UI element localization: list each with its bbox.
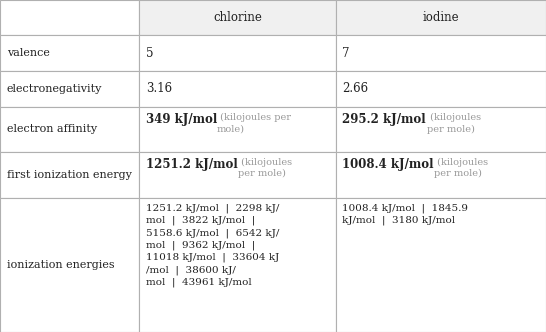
Bar xyxy=(139,71,336,107)
Bar xyxy=(336,35,546,71)
Bar xyxy=(139,0,336,35)
Bar xyxy=(0,35,139,71)
Text: 349 kJ/mol: 349 kJ/mol xyxy=(146,113,217,126)
Bar xyxy=(336,152,546,198)
Text: 295.2 kJ/mol: 295.2 kJ/mol xyxy=(342,113,426,126)
Text: iodine: iodine xyxy=(423,11,459,24)
Bar xyxy=(336,107,546,152)
Bar xyxy=(139,107,336,152)
Text: 2.66: 2.66 xyxy=(342,82,369,96)
Bar xyxy=(0,152,139,198)
Text: 1008.4 kJ/mol  |  1845.9
kJ/mol  |  3180 kJ/mol: 1008.4 kJ/mol | 1845.9 kJ/mol | 3180 kJ/… xyxy=(342,204,468,225)
Text: (kilojoules
per mole): (kilojoules per mole) xyxy=(435,158,489,178)
Bar xyxy=(0,71,139,107)
Text: chlorine: chlorine xyxy=(213,11,262,24)
Text: electron affinity: electron affinity xyxy=(7,124,97,134)
Bar xyxy=(336,71,546,107)
Bar xyxy=(336,198,546,332)
Bar xyxy=(0,0,139,35)
Text: (kilojoules per
mole): (kilojoules per mole) xyxy=(217,113,290,133)
Bar xyxy=(139,152,336,198)
Text: 3.16: 3.16 xyxy=(146,82,172,96)
Text: 1251.2 kJ/mol: 1251.2 kJ/mol xyxy=(146,158,238,171)
Text: ionization energies: ionization energies xyxy=(7,260,114,270)
Bar xyxy=(0,107,139,152)
Text: electronegativity: electronegativity xyxy=(7,84,102,94)
Text: 7: 7 xyxy=(342,46,350,60)
Bar xyxy=(139,35,336,71)
Text: 5: 5 xyxy=(146,46,153,60)
Text: first ionization energy: first ionization energy xyxy=(7,170,132,180)
Text: valence: valence xyxy=(7,48,50,58)
Text: (kilojoules
per mole): (kilojoules per mole) xyxy=(238,158,292,178)
Text: (kilojoules
per mole): (kilojoules per mole) xyxy=(428,113,482,133)
Bar xyxy=(336,0,546,35)
Bar xyxy=(0,198,139,332)
Bar xyxy=(139,198,336,332)
Text: 1251.2 kJ/mol  |  2298 kJ/
mol  |  3822 kJ/mol  |
5158.6 kJ/mol  |  6542 kJ/
mol: 1251.2 kJ/mol | 2298 kJ/ mol | 3822 kJ/m… xyxy=(146,204,279,287)
Text: 1008.4 kJ/mol: 1008.4 kJ/mol xyxy=(342,158,434,171)
